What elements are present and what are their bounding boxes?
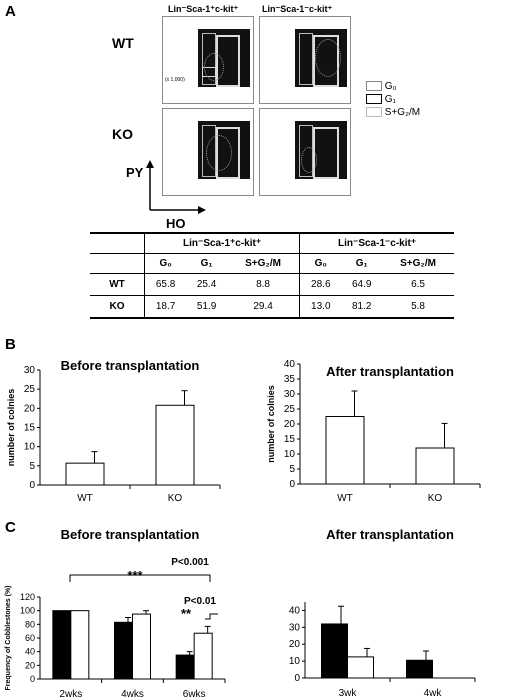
significance-bracket: [205, 613, 218, 620]
bar: [155, 404, 195, 486]
bar: [70, 610, 90, 680]
table-group-header: Lin⁻Sca-1⁺c-kit⁺: [144, 233, 301, 254]
y-tick-label: 30: [289, 622, 301, 633]
column-header-sca1-negative: Lin⁻Sca-1⁻c-kit⁺: [262, 4, 333, 14]
x-axis-label-ho: HO: [166, 216, 186, 231]
column-header-sca1-positive: Lin⁻Sca-1⁺c-kit⁺: [168, 4, 239, 14]
panel-c-letter: C: [5, 519, 16, 536]
cell-cycle-legend: G₀ G₁ S+G₂/M: [366, 80, 420, 119]
flow-plot-wt-sca1pos: (x 1,000): [162, 16, 254, 104]
bar: [415, 447, 455, 485]
x-tick-label: 3wk: [339, 688, 358, 699]
y-tick-label: 40: [25, 647, 35, 657]
x-tick-label: 6wks: [183, 689, 206, 699]
significance-bracket: [69, 574, 211, 582]
chart-cobblestone-after: After transplantation0102030403wk4wkAfte…: [289, 527, 476, 699]
y-tick-label: 40: [284, 359, 296, 370]
x-tick-label: 4wk: [424, 688, 443, 699]
bar: [132, 613, 151, 680]
y-axis-label-py: PY: [126, 165, 144, 180]
panel-a-letter: A: [5, 3, 16, 20]
chart-title: After transplantation: [326, 527, 454, 542]
table-row: KO 18.7 51.9 29.4 13.0 81.2 5.8: [90, 295, 454, 318]
chart-title: Before transplantation: [61, 527, 200, 542]
y-axis-title: Frequency of Cobblestones (%): [5, 585, 12, 690]
y-tick-label: 20: [284, 419, 296, 430]
y-tick-label: 20: [25, 660, 35, 670]
x-tick-label: KO: [428, 493, 443, 504]
bar: [114, 621, 133, 680]
axis-unit-label: (x 1,000): [165, 77, 185, 83]
y-tick-label: 30: [24, 365, 36, 376]
y-tick-label: 0: [294, 673, 300, 684]
x-tick-label: 4wks: [121, 689, 144, 699]
bar: [406, 659, 433, 679]
y-tick-label: 25: [284, 404, 296, 415]
table-subheader: G₀: [314, 258, 327, 269]
legend-item-s-g2m: S+G₂/M: [366, 106, 420, 119]
y-tick-label: 20: [289, 639, 301, 650]
significance-p-value: P<0.001: [171, 557, 209, 568]
table-subheader: G₁: [355, 258, 368, 269]
legend-item-g0: G₀: [366, 80, 420, 93]
y-axis-title: number of colnies: [266, 385, 276, 463]
legend-item-g1: G₁: [366, 93, 420, 106]
chart-after-transplant-colonies: After transplantation number of colnies 0 5…: [266, 359, 481, 504]
y-tick-label: 15: [284, 434, 296, 445]
y-tick-label: 25: [24, 384, 36, 395]
y-tick-label: 0: [289, 479, 295, 490]
flow-plot-ko-sca1pos: [162, 108, 254, 196]
chart-title: Before transplantation: [61, 358, 200, 373]
y-tick-label: 80: [25, 619, 35, 629]
y-tick-label: 30: [284, 389, 296, 400]
y-tick-label: 10: [284, 449, 296, 460]
bar: [347, 656, 374, 679]
x-tick-label: KO: [168, 493, 183, 504]
x-tick-label: WT: [77, 493, 93, 504]
x-tick-label: WT: [337, 493, 353, 504]
bar: [193, 632, 213, 680]
table-row: WT 65.8 25.4 8.8 28.6 64.9 6.5: [90, 273, 454, 296]
table-group-header: Lin⁻Sca-1⁻c-kit⁺: [338, 238, 417, 249]
bar: [175, 654, 195, 680]
axis-arrows: [146, 160, 206, 214]
y-tick-label: 15: [24, 423, 36, 434]
bar: [325, 416, 365, 485]
bar: [52, 610, 72, 680]
bar: [321, 623, 348, 679]
row-label-ko: KO: [112, 126, 133, 142]
chart-before-transplant-colonies: Before transplantation number of colnies 0…: [6, 358, 221, 504]
y-tick-label: 5: [29, 461, 35, 472]
row-label-wt: WT: [112, 35, 134, 51]
y-tick-label: 0: [29, 480, 35, 491]
y-axis-title: number of colnies: [6, 389, 16, 467]
cell-cycle-table: Lin⁻Sca-1⁺c-kit⁺ Lin⁻Sca-1⁻c-kit⁺ G₀ G₁ …: [90, 232, 454, 319]
chart-cobblestone-before: Before transplantation Frequency of Cobbl…: [5, 527, 226, 699]
chart-title: After transplantation: [326, 364, 454, 379]
y-tick-label: 40: [289, 605, 301, 616]
bar: [65, 462, 105, 486]
table-subheader: G₀: [159, 258, 172, 269]
table-subheader: S+G₂/M: [226, 253, 301, 274]
panel-b-letter: B: [5, 336, 16, 353]
table-subheader: G₁: [200, 258, 213, 269]
y-tick-label: 100: [20, 606, 35, 616]
y-tick-label: 0: [30, 674, 35, 684]
flow-plot-ko-sca1neg: [259, 108, 351, 196]
table-subheader: S+G₂/M: [400, 258, 436, 269]
y-tick-label: 20: [24, 403, 36, 414]
y-tick-label: 120: [20, 592, 35, 602]
significance-p-value: P<0.01: [184, 596, 216, 607]
flow-plot-wt-sca1neg: [259, 16, 351, 104]
y-tick-label: 35: [284, 374, 296, 385]
y-tick-label: 60: [25, 633, 35, 643]
significance-stars: **: [181, 606, 192, 621]
x-tick-label: 2wks: [59, 689, 82, 699]
y-tick-label: 10: [24, 442, 36, 453]
y-tick-label: 10: [289, 656, 301, 667]
significance-stars: ***: [127, 568, 143, 583]
y-tick-label: 5: [289, 464, 295, 475]
